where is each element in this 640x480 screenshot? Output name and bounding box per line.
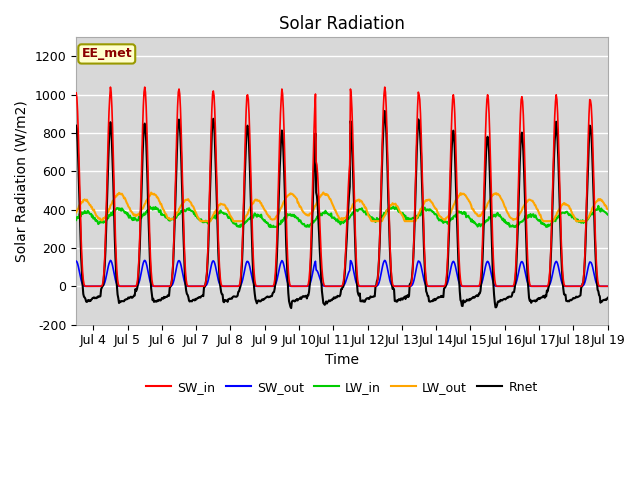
X-axis label: Time: Time — [325, 353, 359, 367]
Y-axis label: Solar Radiation (W/m2): Solar Radiation (W/m2) — [15, 100, 29, 262]
Title: Solar Radiation: Solar Radiation — [279, 15, 405, 33]
Legend: SW_in, SW_out, LW_in, LW_out, Rnet: SW_in, SW_out, LW_in, LW_out, Rnet — [141, 376, 543, 399]
Text: EE_met: EE_met — [81, 48, 132, 60]
